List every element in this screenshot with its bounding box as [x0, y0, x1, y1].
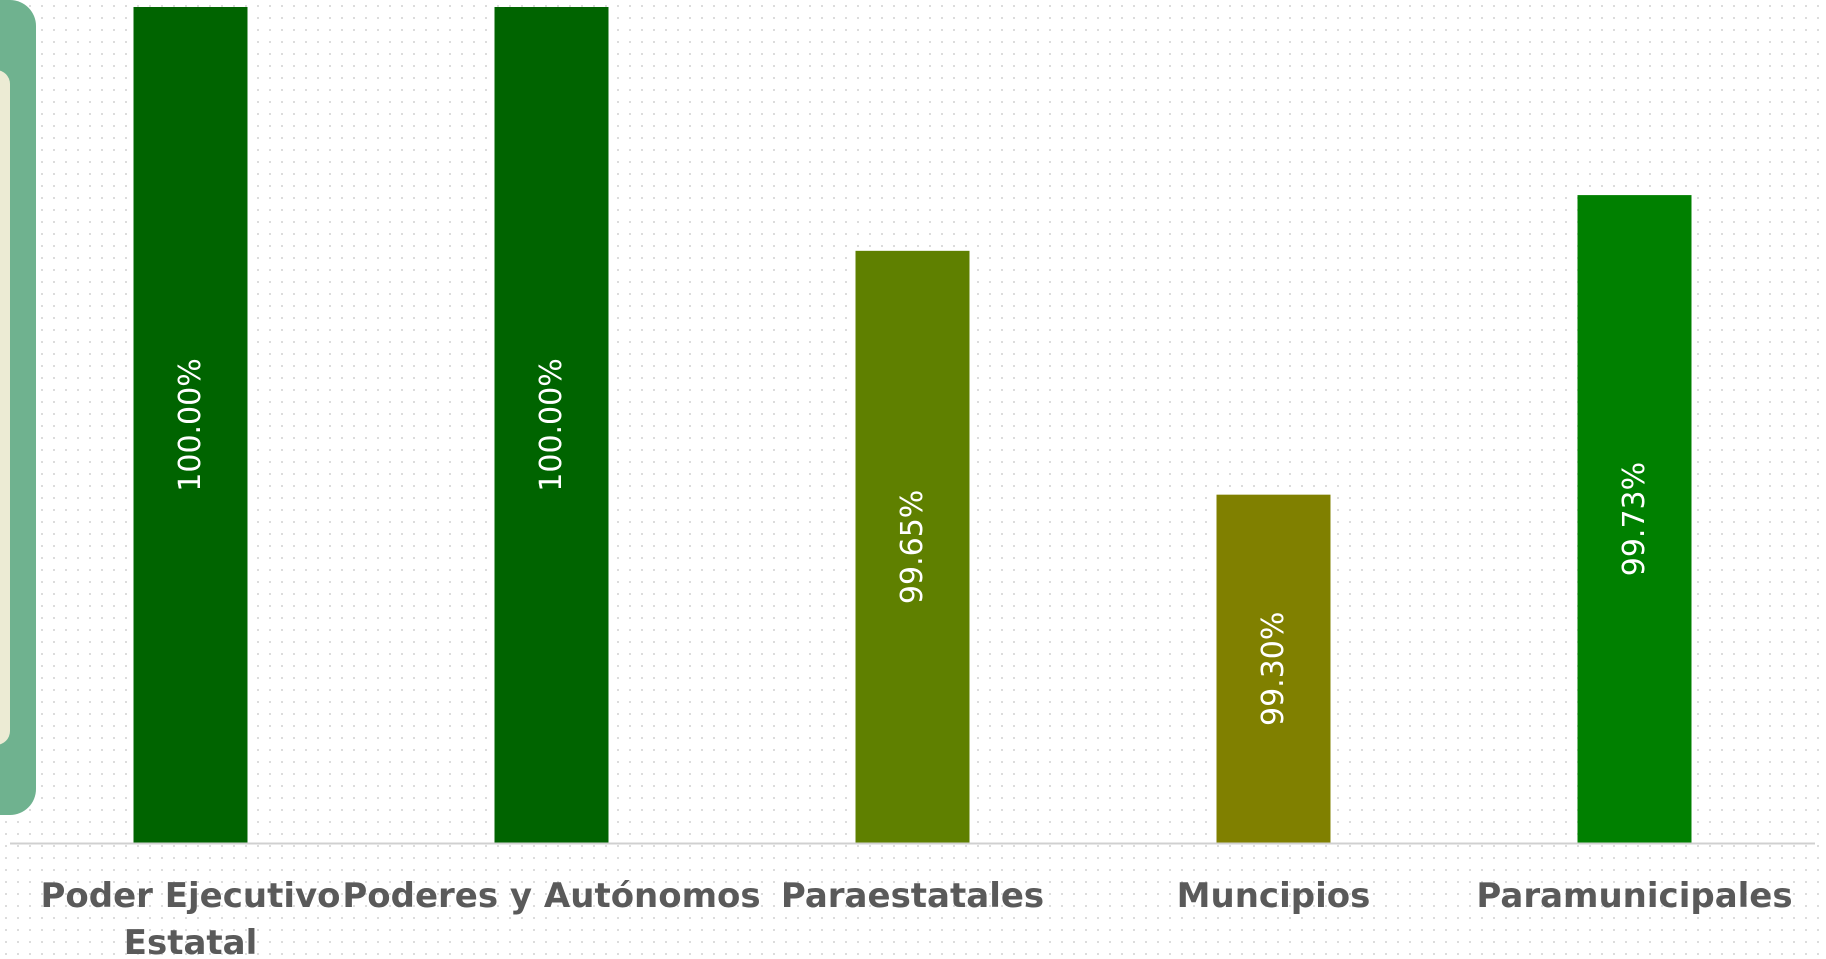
category-label-line: Paramunicipales — [1476, 876, 1792, 916]
bars-group — [133, 7, 1692, 844]
data-label-4: 99.30% — [1256, 612, 1291, 726]
data-label-1: 100.00% — [173, 358, 208, 491]
category-label-line: Poderes y Autónomos — [342, 876, 760, 916]
data-labels-group: 100.00% 100.00% 99.65% 99.30% 99.73% — [173, 358, 1652, 726]
category-labels-group: Poder Ejecutivo Estatal Poderes y Autónomo… — [40, 876, 1792, 959]
side-panel-inner — [0, 70, 10, 745]
data-label-3: 99.65% — [895, 490, 930, 604]
bar-5[interactable] — [1577, 195, 1692, 844]
category-label-5: Paramunicipales — [1476, 876, 1792, 916]
category-label-2: Poderes y Autónomos — [342, 876, 760, 916]
data-label-2: 100.00% — [534, 358, 569, 491]
bar-1[interactable] — [133, 7, 248, 843]
bar-4[interactable] — [1216, 494, 1331, 843]
category-label-line: Estatal — [124, 923, 258, 959]
category-label-3: Paraestatales — [781, 876, 1044, 916]
category-label-line: Poder Ejecutivo — [40, 876, 340, 916]
data-label-5: 99.73% — [1617, 462, 1652, 576]
category-label-line: Muncipios — [1177, 876, 1371, 916]
category-label-4: Muncipios — [1177, 876, 1371, 916]
bar-3[interactable] — [855, 250, 970, 844]
bar-2[interactable] — [494, 7, 609, 843]
category-label-line: Paraestatales — [781, 876, 1044, 916]
category-label-1: Poder Ejecutivo Estatal — [40, 876, 340, 959]
